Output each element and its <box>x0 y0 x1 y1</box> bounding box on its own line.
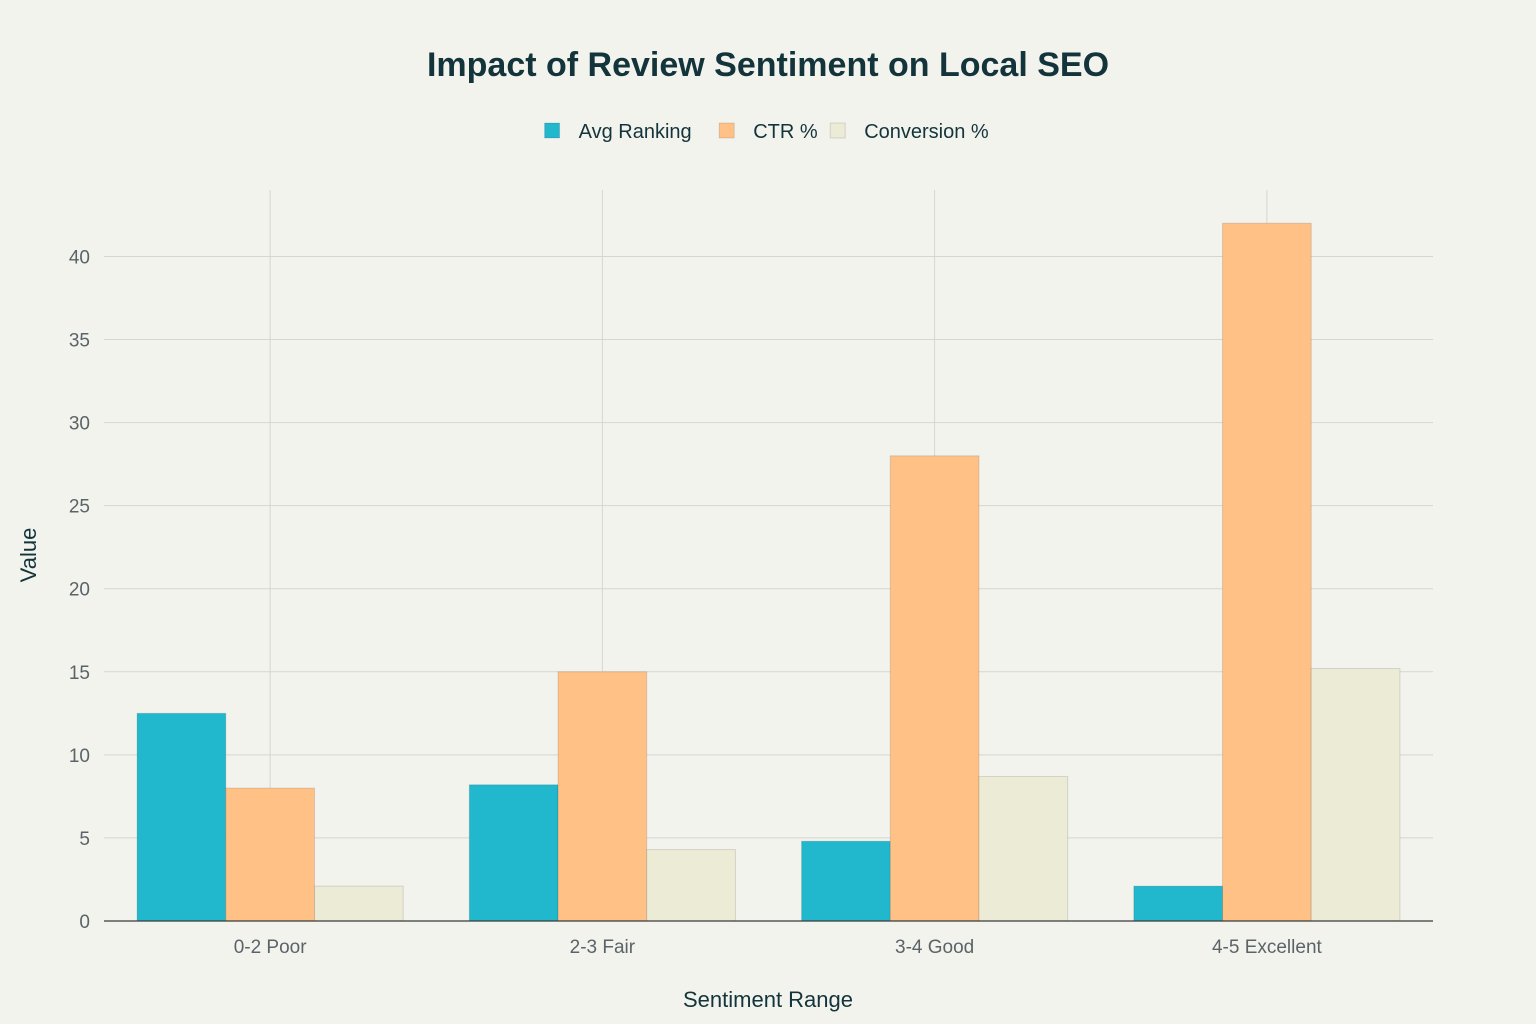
bar-ctr-2 <box>557 671 648 922</box>
y-tick-label: 0 <box>79 912 90 933</box>
bar-avg-ranking-4 <box>1133 885 1224 922</box>
bar-conversion-3 <box>978 775 1069 922</box>
bar-avg-ranking-1 <box>136 712 227 922</box>
chart-title: Impact of Review Sentiment on Local SEO <box>427 46 1109 84</box>
y-axis-ticks: 0 5 10 15 20 25 30 35 40 <box>69 247 90 933</box>
legend-label: Avg Ranking <box>579 121 692 143</box>
x-tick-label: 4-5 Excellent <box>1212 937 1323 958</box>
y-tick-label: 20 <box>69 580 90 601</box>
bar-avg-ranking-2 <box>468 784 559 922</box>
y-tick-label: 15 <box>69 663 90 684</box>
y-tick-label: 35 <box>69 331 90 352</box>
bar-conversion-4 <box>1310 667 1401 922</box>
legend-label: CTR % <box>753 121 818 143</box>
bar-conversion-1 <box>313 885 404 922</box>
y-tick-label: 40 <box>69 247 90 268</box>
x-tick-label: 3-4 Good <box>895 937 974 958</box>
bar-ctr-1 <box>225 787 315 922</box>
x-axis-ticks: 0-2 Poor 2-3 Fair 3-4 Good 4-5 Excellent <box>234 937 1323 958</box>
legend-label: Conversion % <box>864 121 989 143</box>
bar-avg-ranking-3 <box>801 840 891 922</box>
y-axis-title: Value <box>16 528 41 583</box>
bar-ctr-4 <box>1222 222 1312 922</box>
x-tick-label: 2-3 Fair <box>570 937 636 958</box>
legend: Avg Ranking CTR % Conversion % <box>544 121 989 143</box>
x-axis-title: Sentiment Range <box>683 987 853 1012</box>
y-tick-label: 25 <box>69 497 90 518</box>
y-tick-label: 30 <box>69 414 90 435</box>
bar-ctr-3 <box>889 455 980 922</box>
legend-swatch <box>544 122 561 139</box>
legend-swatch <box>829 122 846 139</box>
y-tick-label: 5 <box>79 829 90 850</box>
x-tick-label: 0-2 Poor <box>234 937 308 958</box>
bars <box>136 222 1401 922</box>
bar-conversion-2 <box>646 849 736 922</box>
legend-swatch <box>718 122 735 139</box>
y-tick-label: 10 <box>69 746 90 767</box>
